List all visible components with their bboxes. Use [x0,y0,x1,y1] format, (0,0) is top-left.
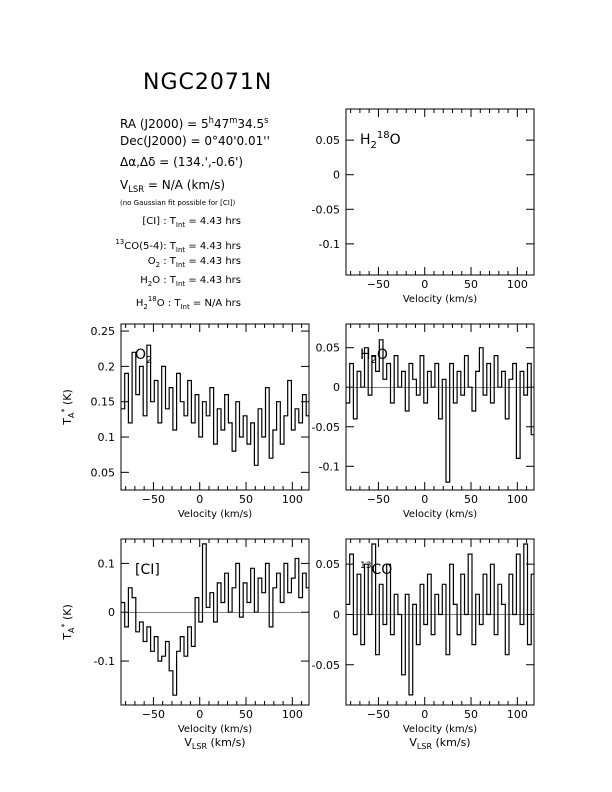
fit-note: (no Gaussian fit possible for [CI]) [120,199,236,207]
y-tick-label-top-right: 0.05 [316,134,341,147]
y-tick-label-top-right: -0.05 [312,203,340,216]
plot-frame-middle-left [120,323,310,491]
y-tick-label-bottom-left: 0.1 [98,557,116,570]
dec-label: Dec(J2000) = 0°40'0.01'' [120,134,270,148]
y-tick-label-middle-right: -0.1 [319,460,340,473]
x-tick-label-bottom-left: 100 [282,708,303,721]
plot-frame-bottom-left [120,538,310,706]
x-tick-label-bottom-left: 0 [196,708,203,721]
x-tick-label-middle-left: 0 [196,493,203,506]
x-tick-label-middle-right: 100 [507,493,528,506]
y-tick-label-middle-left: 0.2 [98,360,116,373]
plot-frame-top-right [345,108,535,276]
y-tick-label-bottom-right: -0.05 [312,659,340,672]
spectrum-line-middle-right [346,339,534,483]
x-tick-label-top-right: −50 [367,278,390,291]
plot-frame-middle-right [345,323,535,491]
tint-h218o: H218O : TInt = N/A hrs [135,295,241,311]
x-tick-label-middle-left: 50 [239,493,253,506]
x-tick-label-bottom-right: 0 [421,708,428,721]
y-tick-label-middle-left: 0.05 [91,466,116,479]
y-axis-label-bottom-left: TA* (K) [60,604,76,641]
x-axis-label-middle-left: Velocity (km/s) [178,509,252,520]
y-tick-label-bottom-right: 0 [333,608,340,621]
y-tick-label-middle-left: 0.1 [98,431,116,444]
page-title: NGC2071N [143,70,273,95]
panel-label-middle-left: O2 [135,347,152,366]
y-tick-label-middle-left: 0.15 [91,396,116,409]
tint-ci: [CI] : TInt = 4.43 hrs [142,216,241,229]
x-axis-label-top-right: Velocity (km/s) [403,294,477,305]
plot-frame-bottom-right [345,538,535,706]
x-tick-label-bottom-right: 100 [507,708,528,721]
panel-label-bottom-left: [CI] [135,562,160,578]
x-axis-label-bottom-left: Velocity (km/s) [178,724,252,735]
y-tick-label-bottom-left: -0.1 [94,655,115,668]
x-tick-label-top-right: 50 [464,278,478,291]
spectrum-line-bottom-left [121,543,309,696]
y-tick-label-top-right: 0 [333,169,340,182]
x-tick-label-middle-left: 100 [282,493,303,506]
y-tick-label-middle-right: 0 [333,381,340,394]
x-tick-label-middle-right: 0 [421,493,428,506]
vlsr-label: VLSR = N/A (km/s) [120,178,226,194]
x-axis-label2-bottom-left: VLSR (km/s) [184,736,245,751]
x-tick-label-middle-right: −50 [367,493,390,506]
x-tick-label-top-right: 100 [507,278,528,291]
y-tick-label-middle-right: -0.05 [312,421,340,434]
x-tick-label-middle-left: −50 [142,493,165,506]
y-tick-label-middle-right: 0.05 [316,342,341,355]
y-axis-label-middle-left: TA* (K) [60,389,76,426]
x-axis-label-bottom-right: Velocity (km/s) [403,724,477,735]
spectrum-line-bottom-right [346,543,534,696]
x-tick-label-bottom-left: 50 [239,708,253,721]
tint-h2o: H2O : TInt = 4.43 hrs [140,275,241,288]
x-tick-label-bottom-right: 50 [464,708,478,721]
panel-label-top-right: H218O [360,130,401,151]
spectrum-line-middle-left [121,344,309,466]
ra-label: RA (J2000) = 5h47m34.5s [120,115,269,131]
x-tick-label-middle-right: 50 [464,493,478,506]
x-axis-label2-bottom-right: VLSR (km/s) [409,736,470,751]
x-tick-label-top-right: 0 [421,278,428,291]
x-tick-label-bottom-left: −50 [142,708,165,721]
y-tick-label-bottom-right: 0.05 [316,558,341,571]
y-tick-label-middle-left: 0.25 [91,325,116,338]
x-axis-label-middle-right: Velocity (km/s) [403,509,477,520]
y-tick-label-top-right: -0.1 [319,238,340,251]
offset-label: Δα,Δδ = (134.',-0.6') [120,155,244,169]
x-tick-label-bottom-right: −50 [367,708,390,721]
y-tick-label-bottom-left: 0 [108,606,115,619]
tint-o2: O2 : TInt = 4.43 hrs [147,256,241,269]
tint-13co: 13CO(5-4): TInt = 4.43 hrs [115,238,241,254]
